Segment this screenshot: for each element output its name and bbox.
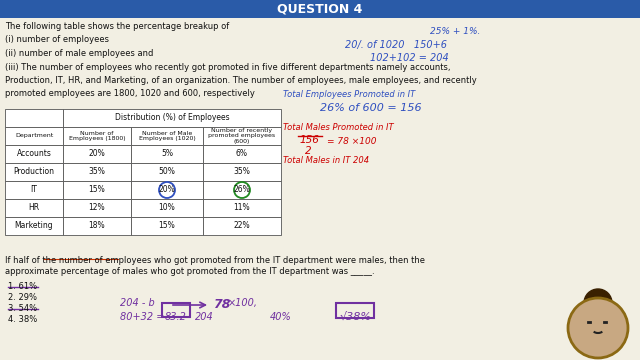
Text: IT: IT: [31, 185, 37, 194]
FancyBboxPatch shape: [131, 145, 203, 163]
Text: Total Males Promoted in IT: Total Males Promoted in IT: [283, 123, 394, 132]
Text: 25% + 1%.: 25% + 1%.: [430, 27, 481, 36]
Text: 35%: 35%: [234, 167, 250, 176]
Text: 10%: 10%: [159, 203, 175, 212]
FancyBboxPatch shape: [63, 127, 131, 145]
Text: 15%: 15%: [159, 221, 175, 230]
Text: 11%: 11%: [234, 203, 250, 212]
Text: Department: Department: [15, 134, 53, 139]
FancyBboxPatch shape: [203, 163, 281, 181]
Text: 40%: 40%: [270, 312, 292, 322]
Text: Number of recently
promoted employees
(600): Number of recently promoted employees (6…: [209, 128, 276, 144]
Text: If half of the number of employees who got promoted from the IT department were : If half of the number of employees who g…: [5, 256, 425, 265]
Text: 20%: 20%: [88, 149, 106, 158]
FancyBboxPatch shape: [63, 109, 281, 127]
FancyBboxPatch shape: [203, 199, 281, 217]
Text: 1. 61%: 1. 61%: [8, 282, 37, 291]
Text: 15%: 15%: [88, 185, 106, 194]
Text: 18%: 18%: [89, 221, 106, 230]
FancyBboxPatch shape: [5, 145, 63, 163]
Text: 80+32 =: 80+32 =: [120, 312, 164, 322]
FancyBboxPatch shape: [63, 217, 131, 235]
Text: 5%: 5%: [161, 149, 173, 158]
Text: 20/. of 1020   150+6: 20/. of 1020 150+6: [345, 40, 447, 50]
FancyBboxPatch shape: [63, 181, 131, 199]
FancyBboxPatch shape: [131, 127, 203, 145]
Text: Marketing: Marketing: [15, 221, 53, 230]
Text: 12%: 12%: [89, 203, 106, 212]
FancyBboxPatch shape: [131, 181, 203, 199]
Text: Production, IT, HR, and Marketing, of an organization. The number of employees, : Production, IT, HR, and Marketing, of an…: [5, 76, 477, 85]
Text: 2. 29%: 2. 29%: [8, 293, 37, 302]
Text: 20%: 20%: [159, 185, 175, 194]
Text: √38%: √38%: [340, 312, 372, 322]
Text: The following table shows the percentage breakup of: The following table shows the percentage…: [5, 22, 229, 31]
Text: Production: Production: [13, 167, 54, 176]
Text: HR: HR: [28, 203, 40, 212]
Text: = 78 ×100: = 78 ×100: [327, 137, 376, 146]
Text: (ii) number of male employees and: (ii) number of male employees and: [5, 49, 154, 58]
Text: 35%: 35%: [88, 167, 106, 176]
Text: 22%: 22%: [234, 221, 250, 230]
Text: Distribution (%) of Employees: Distribution (%) of Employees: [115, 113, 229, 122]
Text: 156: 156: [300, 135, 320, 145]
Text: (i) number of employees: (i) number of employees: [5, 36, 109, 45]
Circle shape: [584, 289, 612, 317]
Text: Total Males in IT 204: Total Males in IT 204: [283, 156, 369, 165]
Text: 3. 54%: 3. 54%: [8, 304, 37, 313]
FancyBboxPatch shape: [131, 163, 203, 181]
FancyBboxPatch shape: [63, 145, 131, 163]
Text: 26% of 600 = 156: 26% of 600 = 156: [320, 103, 422, 113]
Text: 204 - b: 204 - b: [120, 298, 155, 308]
Text: 83.2: 83.2: [165, 312, 187, 322]
Text: ×100,: ×100,: [228, 298, 258, 308]
FancyBboxPatch shape: [5, 199, 63, 217]
FancyBboxPatch shape: [203, 145, 281, 163]
FancyBboxPatch shape: [5, 127, 63, 145]
Text: Accounts: Accounts: [17, 149, 51, 158]
Text: 50%: 50%: [159, 167, 175, 176]
Text: (iii) The number of employees who recently got promoted in five different depart: (iii) The number of employees who recent…: [5, 63, 451, 72]
Text: QUESTION 4: QUESTION 4: [277, 3, 363, 15]
FancyBboxPatch shape: [5, 181, 63, 199]
Text: Number of
Employees (1800): Number of Employees (1800): [68, 131, 125, 141]
FancyBboxPatch shape: [131, 217, 203, 235]
Text: Number of Male
Employees (1020): Number of Male Employees (1020): [139, 131, 195, 141]
FancyBboxPatch shape: [131, 199, 203, 217]
FancyBboxPatch shape: [203, 181, 281, 199]
Circle shape: [568, 298, 628, 358]
FancyBboxPatch shape: [5, 163, 63, 181]
Text: 204: 204: [195, 312, 214, 322]
Text: 4. 38%: 4. 38%: [8, 315, 37, 324]
Text: 2: 2: [305, 146, 312, 156]
Text: promoted employees are 1800, 1020 and 600, respectively: promoted employees are 1800, 1020 and 60…: [5, 90, 255, 99]
Text: 6%: 6%: [236, 149, 248, 158]
FancyBboxPatch shape: [5, 109, 63, 127]
Text: 26%: 26%: [234, 185, 250, 194]
FancyBboxPatch shape: [5, 217, 63, 235]
Text: Total Employees Promoted in IT: Total Employees Promoted in IT: [283, 90, 415, 99]
FancyBboxPatch shape: [63, 199, 131, 217]
Text: 102+102 = 204: 102+102 = 204: [370, 53, 449, 63]
Text: 78: 78: [213, 298, 230, 311]
FancyBboxPatch shape: [63, 163, 131, 181]
FancyBboxPatch shape: [203, 217, 281, 235]
FancyBboxPatch shape: [203, 127, 281, 145]
FancyBboxPatch shape: [0, 0, 640, 18]
Text: approximate percentage of males who got promoted from the IT department was ____: approximate percentage of males who got …: [5, 267, 374, 276]
